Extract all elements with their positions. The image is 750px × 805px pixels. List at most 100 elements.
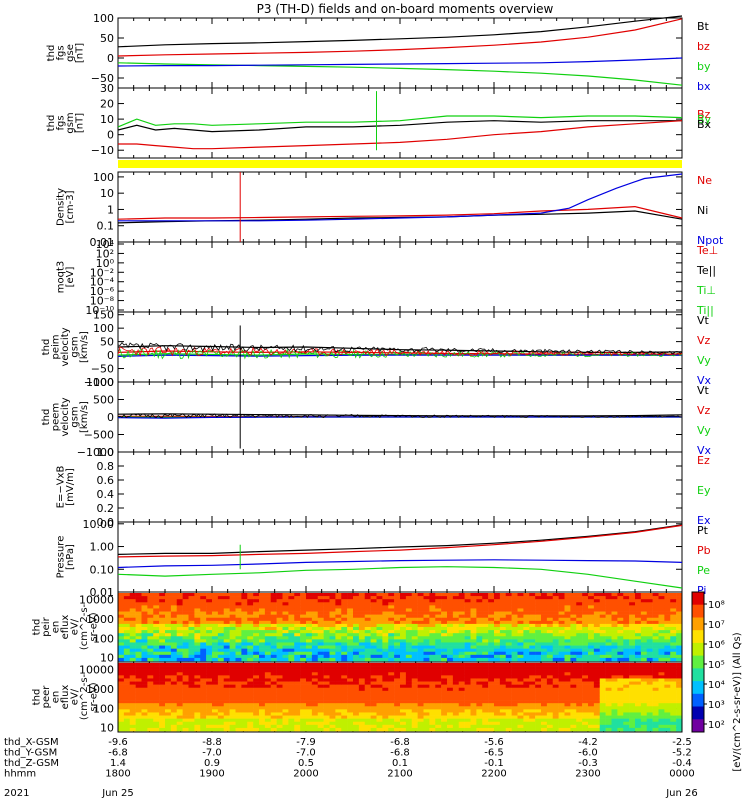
spectrogram-cell: [341, 682, 347, 685]
spectrogram-cell: [277, 691, 283, 694]
spectrogram-cell: [377, 725, 383, 728]
spectrogram-cell: [241, 605, 247, 608]
spectrogram-cell: [435, 712, 441, 715]
spectrogram-cell: [353, 593, 359, 596]
spectrogram-cell: [189, 672, 195, 675]
spectrogram-cell: [582, 605, 588, 608]
spectrogram-cell: [153, 663, 159, 666]
spectrogram-cell: [406, 602, 412, 605]
spectrogram-cell: [194, 663, 200, 666]
spectrogram-cell: [559, 630, 565, 633]
spectrogram-cell: [471, 716, 477, 719]
spectrogram-cell: [194, 688, 200, 691]
spectrogram-cell: [377, 697, 383, 700]
spectrogram-cell: [230, 636, 236, 639]
spectrogram-cell: [506, 655, 512, 658]
spectrogram-cell: [600, 694, 606, 697]
spectrogram-cell: [382, 639, 388, 642]
spectrogram-cell: [441, 596, 447, 599]
spectrogram-cell: [670, 624, 676, 627]
spectrogram-cell: [165, 722, 171, 725]
spectrogram-cell: [277, 725, 283, 728]
spectrogram-cell: [271, 672, 277, 675]
spectrogram-cell: [347, 608, 353, 611]
spectrogram-cell: [277, 649, 283, 652]
spectrogram-cell: [606, 602, 612, 605]
spectrogram-cell: [435, 615, 441, 618]
spectrogram-cell: [471, 636, 477, 639]
spectrogram-cell: [241, 612, 247, 615]
spectrogram-cell: [253, 703, 259, 706]
spectrogram-cell: [189, 655, 195, 658]
spectrogram-cell: [388, 669, 394, 672]
spectrogram-cell: [541, 596, 547, 599]
spectrogram-cell: [594, 642, 600, 645]
spectrogram-cell: [189, 703, 195, 706]
spectrogram-cell: [189, 722, 195, 725]
spectrogram-cell: [324, 642, 330, 645]
spectrogram-cell: [335, 688, 341, 691]
spectrogram-cell: [424, 605, 430, 608]
spectrogram-cell: [529, 642, 535, 645]
spectrogram-cell: [559, 605, 565, 608]
spectrogram-cell: [189, 608, 195, 611]
spectrogram-cell: [664, 608, 670, 611]
spectrogram-cell: [488, 642, 494, 645]
spectrogram-cell: [200, 672, 206, 675]
spectrogram-cell: [412, 636, 418, 639]
spectrogram-cell: [541, 615, 547, 618]
spectrogram-cell: [494, 706, 500, 709]
spectrogram-cell: [177, 709, 183, 712]
spectrogram-cell: [277, 703, 283, 706]
spectrogram-cell: [335, 596, 341, 599]
spectrogram-cell: [347, 685, 353, 688]
spectrogram-cell: [312, 669, 318, 672]
spectrogram-cell: [165, 633, 171, 636]
spectrogram-cell: [500, 618, 506, 621]
spectrogram-cell: [194, 691, 200, 694]
spectrogram-cell: [506, 596, 512, 599]
spectrogram-cell: [406, 652, 412, 655]
spectrogram-cell: [594, 694, 600, 697]
spectrogram-cell: [324, 691, 330, 694]
spectrogram-cell: [253, 646, 259, 649]
spectrogram-cell: [459, 682, 465, 685]
spectrogram-cell: [306, 663, 312, 666]
spectrogram-cell: [212, 663, 218, 666]
spectrogram-cell: [118, 694, 124, 697]
spectrogram-cell: [488, 615, 494, 618]
spectrogram-cell: [476, 602, 482, 605]
spectrogram-cell: [347, 672, 353, 675]
spectrogram-cell: [424, 678, 430, 681]
spectrogram-cell: [612, 642, 618, 645]
spectrogram-cell: [371, 639, 377, 642]
spectrogram-cell: [406, 703, 412, 706]
spectrogram-cell: [453, 666, 459, 669]
spectrogram-cell: [218, 675, 224, 678]
spectrogram-cell: [612, 618, 618, 621]
spectrogram-cell: [330, 652, 336, 655]
spectrogram-cell: [371, 602, 377, 605]
spectrogram-cell: [165, 646, 171, 649]
spectrogram-cell: [594, 725, 600, 728]
spectrogram-cell: [283, 652, 289, 655]
spectrogram-cell: [371, 728, 377, 731]
spectrogram-cell: [482, 709, 488, 712]
spectrogram-cell: [465, 633, 471, 636]
spectrogram-cell: [330, 633, 336, 636]
spectrogram-cell: [206, 602, 212, 605]
spectrogram-cell: [159, 703, 165, 706]
spectrogram-cell: [529, 706, 535, 709]
spectrogram-cell: [194, 649, 200, 652]
spectrogram-cell: [153, 672, 159, 675]
spectrogram-cell: [300, 672, 306, 675]
spectrogram-cell: [265, 700, 271, 703]
spectrogram-cell: [453, 649, 459, 652]
spectrogram-cell: [447, 669, 453, 672]
spectrogram-cell: [418, 719, 424, 722]
spectrogram-cell: [142, 618, 148, 621]
spectrogram-cell: [294, 669, 300, 672]
spectrogram-cell: [306, 599, 312, 602]
spectrogram-cell: [200, 719, 206, 722]
spectrogram-cell: [365, 633, 371, 636]
